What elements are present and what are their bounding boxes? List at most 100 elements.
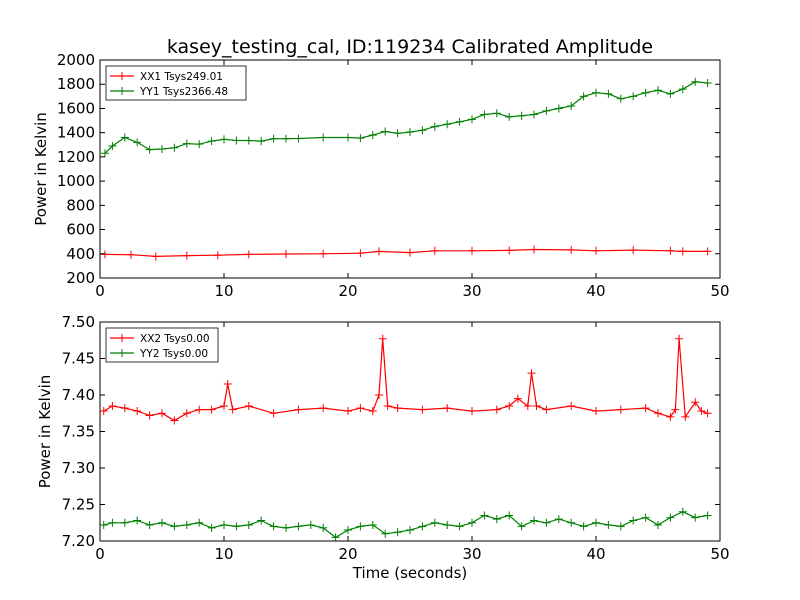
y-tick-label: 7.25 (62, 496, 95, 514)
data-point (418, 126, 427, 135)
data-point (368, 131, 377, 140)
data-point (675, 334, 684, 343)
data-point (195, 140, 204, 149)
data-point (356, 404, 365, 413)
data-point (383, 401, 392, 410)
data-point (532, 401, 541, 410)
data-point (678, 507, 687, 516)
y-tick-label: 400 (66, 245, 95, 263)
legend-label: YY2 Tsys0.00 (139, 348, 208, 360)
data-point (145, 520, 154, 529)
data-point (381, 127, 390, 136)
data-point (616, 405, 625, 414)
data-point (406, 526, 414, 535)
data-point (182, 251, 191, 260)
legend-box (105, 327, 219, 363)
data-point (592, 246, 600, 255)
data-point (133, 516, 142, 525)
x-tick-label: 20 (338, 282, 357, 300)
data-point (430, 518, 439, 527)
data-point (319, 133, 328, 142)
data-point (158, 409, 166, 418)
data-point (269, 134, 278, 143)
data-point (331, 533, 340, 542)
data-point (530, 110, 538, 119)
data-point (170, 143, 179, 152)
x-tick-label: 30 (462, 282, 481, 300)
data-point (654, 409, 662, 418)
legend-marker (118, 349, 126, 357)
data-point (666, 412, 675, 421)
data-point (220, 520, 228, 529)
data-point (468, 115, 476, 124)
data-point (505, 246, 514, 255)
data-point (306, 520, 315, 529)
data-point (257, 516, 266, 525)
series-2 (100, 77, 712, 158)
data-point (393, 528, 402, 537)
data-point (505, 401, 514, 410)
y-tick-label: 2000 (57, 51, 95, 69)
data-point (443, 520, 452, 529)
series-1 (99, 334, 712, 425)
data-point (269, 409, 278, 418)
y-tick-label: 1200 (57, 148, 95, 166)
series-line (103, 338, 708, 422)
series-2 (99, 507, 712, 542)
y-tick-label: 7.50 (62, 313, 95, 331)
data-point (579, 522, 588, 531)
x-tick-label: 30 (462, 545, 481, 563)
data-point (567, 518, 576, 527)
data-point (542, 405, 551, 414)
data-point (151, 252, 160, 261)
data-point (567, 102, 576, 111)
data-point (356, 134, 365, 143)
data-point (703, 409, 712, 418)
x-tick-label: 0 (95, 282, 105, 300)
data-point (244, 401, 253, 410)
data-point (375, 247, 383, 256)
data-point (418, 405, 427, 414)
data-point (182, 139, 191, 148)
data-point (207, 523, 216, 532)
y-tick-label: 1400 (57, 124, 95, 142)
data-point (282, 523, 290, 532)
legend-label: XX2 Tsys0.00 (140, 333, 210, 345)
data-point (294, 405, 303, 414)
data-point (244, 250, 253, 259)
data-point (108, 518, 117, 527)
legend: XX1 Tsys249.01 YY1 Tsys2366.48 (105, 65, 247, 101)
x-tick-label: 10 (214, 282, 233, 300)
y-tick-label: 1800 (57, 75, 95, 93)
data-point (468, 407, 476, 416)
data-point (492, 109, 501, 118)
data-point (703, 79, 712, 88)
data-point (108, 141, 117, 150)
data-point (592, 518, 600, 527)
data-point (455, 117, 464, 126)
y-tick-label: 200 (66, 269, 95, 287)
data-point (641, 404, 650, 413)
data-point (418, 522, 427, 531)
data-point (182, 520, 191, 529)
legend-label: YY1 Tsys2366.48 (139, 86, 228, 98)
data-point (530, 516, 538, 525)
data-point (182, 409, 191, 418)
data-point (554, 515, 563, 524)
data-point (207, 405, 216, 414)
data-point (629, 516, 638, 525)
data-point (319, 404, 328, 413)
data-point (344, 133, 352, 142)
data-point (207, 137, 216, 146)
y-tick-label: 7.35 (62, 423, 95, 441)
data-point (378, 334, 387, 343)
x-axis-label: Time (seconds) (352, 564, 468, 582)
data-point (629, 246, 638, 255)
data-point (703, 247, 712, 256)
x-tick-label: 40 (586, 545, 605, 563)
data-point (592, 407, 600, 416)
data-point (542, 518, 551, 527)
data-point (567, 401, 576, 410)
legend-marker (118, 87, 126, 95)
x-tick-label: 40 (586, 282, 605, 300)
